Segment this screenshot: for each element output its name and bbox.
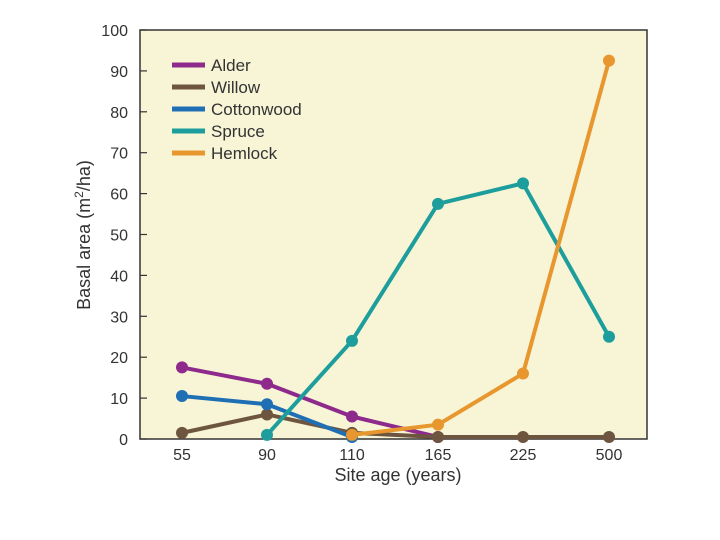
x-tick-label: 90 xyxy=(258,447,276,464)
y-tick-label: 30 xyxy=(110,309,128,326)
data-point-hemlock xyxy=(346,428,358,441)
legend-label-alder: Alder xyxy=(211,56,251,75)
data-point-alder xyxy=(176,361,188,374)
y-tick-label: 80 xyxy=(110,105,128,122)
series-line-willow xyxy=(180,412,611,439)
x-tick-label: 500 xyxy=(596,447,623,464)
legend-label-willow: Willow xyxy=(211,78,261,97)
data-point-spruce xyxy=(346,334,358,347)
x-axis-label: Site age (years) xyxy=(334,465,461,485)
legend-label-cottonwood: Cottonwood xyxy=(211,100,302,119)
y-tick-label: 20 xyxy=(110,350,128,367)
x-tick-label: 165 xyxy=(425,447,452,464)
data-point-hemlock xyxy=(603,54,615,67)
series-line-hemlock xyxy=(350,58,611,437)
y-tick-label: 100 xyxy=(101,23,128,40)
y-axis-label: Basal area (m2/ha) xyxy=(72,160,94,310)
data-point-willow xyxy=(603,430,615,443)
data-point-hemlock xyxy=(517,367,529,380)
y-tick-label: 10 xyxy=(110,391,128,408)
y-tick-label: 90 xyxy=(110,64,128,81)
y-tick-label: 0 xyxy=(119,432,128,449)
x-tick-label: 110 xyxy=(339,447,365,464)
data-point-willow xyxy=(176,426,188,439)
data-point-hemlock xyxy=(432,418,444,431)
data-point-spruce xyxy=(261,428,273,441)
y-tick-label: 50 xyxy=(110,228,128,245)
legend-label-hemlock: Hemlock xyxy=(211,144,278,163)
data-point-spruce xyxy=(603,330,615,343)
data-point-willow xyxy=(261,408,273,421)
y-tick-label: 70 xyxy=(110,146,128,163)
data-point-willow xyxy=(517,430,529,443)
data-point-alder xyxy=(261,377,273,390)
x-tick-label: 225 xyxy=(510,447,537,464)
data-point-willow xyxy=(432,430,444,443)
data-point-alder xyxy=(346,410,358,423)
x-tick-label: 55 xyxy=(173,447,191,464)
data-point-spruce xyxy=(517,177,529,190)
series-line-alder xyxy=(180,365,440,439)
y-tick-label: 60 xyxy=(110,187,128,204)
data-point-cottonwood xyxy=(176,390,188,403)
data-point-spruce xyxy=(432,197,444,210)
legend-label-spruce: Spruce xyxy=(211,122,265,141)
data-point-cottonwood xyxy=(261,398,273,411)
y-tick-label: 40 xyxy=(110,268,128,285)
